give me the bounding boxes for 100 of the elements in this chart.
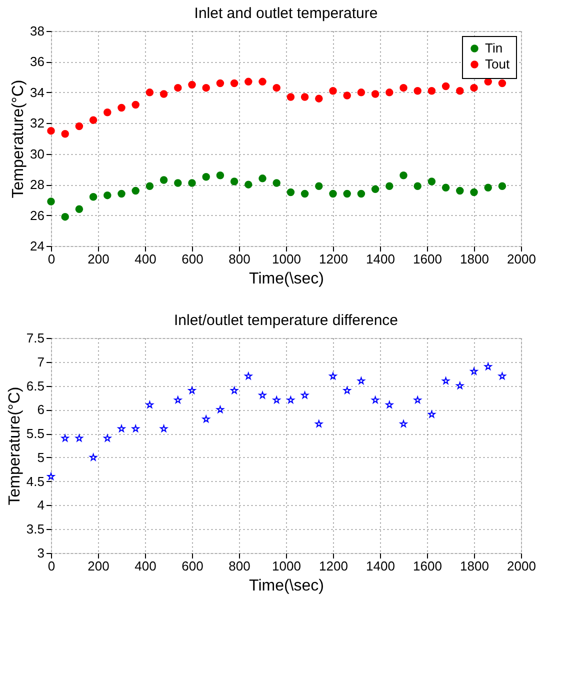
point <box>75 205 84 214</box>
point <box>216 406 224 413</box>
point <box>76 434 83 442</box>
point <box>484 362 492 370</box>
point <box>244 78 252 86</box>
point <box>400 84 408 92</box>
point <box>230 386 238 394</box>
point <box>287 396 294 404</box>
y-tick-label: 34 <box>30 84 44 100</box>
point <box>75 122 84 130</box>
point <box>61 434 69 442</box>
point <box>188 179 196 187</box>
point <box>174 396 182 404</box>
point <box>118 190 126 198</box>
point <box>343 92 351 100</box>
x-tick-label: 800 <box>228 252 250 266</box>
point <box>188 386 196 394</box>
point <box>202 415 210 422</box>
point <box>414 182 422 190</box>
point <box>315 420 323 428</box>
y-tick-label: 5 <box>37 450 44 465</box>
point <box>89 192 98 201</box>
x-tick-label: 600 <box>182 558 204 574</box>
y-tick-label: 6.5 <box>26 378 44 394</box>
y-tick-label: 6 <box>37 402 44 418</box>
y-tick-label: 36 <box>30 54 44 70</box>
point <box>202 84 210 92</box>
legend-label: Tin <box>485 40 503 56</box>
point <box>230 178 238 186</box>
y-tick-label: 5.5 <box>26 426 44 442</box>
point <box>442 184 450 192</box>
point <box>456 87 464 95</box>
point <box>300 190 309 198</box>
chart-title: Inlet/outlet temperature difference <box>174 312 398 329</box>
point <box>47 198 55 206</box>
y-tick-label: 7.5 <box>26 330 44 346</box>
point <box>90 454 97 461</box>
y-tick-label: 30 <box>30 146 44 162</box>
point <box>146 88 154 96</box>
point <box>386 401 394 408</box>
point <box>428 410 436 418</box>
point <box>174 84 182 92</box>
x-tick-label: 400 <box>134 558 156 574</box>
y-tick-label: 26 <box>30 208 44 223</box>
point <box>357 88 366 96</box>
point <box>329 87 337 95</box>
x-tick-label: 1600 <box>413 252 442 266</box>
x-tick-label: 400 <box>134 252 156 266</box>
point <box>386 182 394 190</box>
x-tick-label: 2000 <box>507 558 536 574</box>
point <box>428 178 436 186</box>
point <box>160 90 168 98</box>
point <box>372 396 379 404</box>
x-tick-label: 1400 <box>366 558 395 574</box>
point <box>104 191 112 200</box>
point <box>272 179 280 187</box>
point <box>230 79 238 88</box>
point <box>442 82 450 90</box>
point <box>470 368 478 375</box>
point <box>470 84 478 92</box>
point <box>188 80 196 89</box>
point <box>456 186 464 195</box>
point <box>146 401 154 408</box>
y-axis-title: Temperature(°C) <box>6 386 24 506</box>
point <box>286 188 295 196</box>
x-tick-label: 0 <box>48 558 56 574</box>
y-tick-label: 4.5 <box>26 474 44 489</box>
x-tick-label: 200 <box>88 558 110 574</box>
point <box>160 424 168 432</box>
point <box>357 190 366 198</box>
x-tick-label: 2000 <box>507 252 536 266</box>
x-tick-label: 0 <box>48 252 56 266</box>
point <box>315 182 323 190</box>
point <box>414 87 422 95</box>
point <box>174 179 182 187</box>
point <box>400 420 408 428</box>
point <box>216 79 224 88</box>
x-tick-label: 1000 <box>272 558 301 574</box>
y-tick-label: 7 <box>37 354 44 370</box>
point <box>300 93 309 101</box>
point <box>371 90 380 98</box>
point <box>358 377 365 384</box>
point <box>118 424 126 432</box>
point <box>244 180 252 188</box>
point <box>400 171 408 180</box>
y-tick-label: 32 <box>30 116 44 131</box>
point <box>470 188 478 196</box>
y-tick-label: 28 <box>30 177 44 192</box>
point <box>498 79 506 88</box>
x-tick-label: 1200 <box>319 252 348 266</box>
point <box>132 424 140 432</box>
point <box>272 396 280 404</box>
point <box>428 87 436 95</box>
point <box>244 372 252 380</box>
point <box>484 184 492 192</box>
point <box>132 100 140 109</box>
chart-title: Inlet and outlet temperature <box>194 5 378 22</box>
point <box>414 396 422 404</box>
point <box>343 190 351 198</box>
point <box>216 171 224 180</box>
